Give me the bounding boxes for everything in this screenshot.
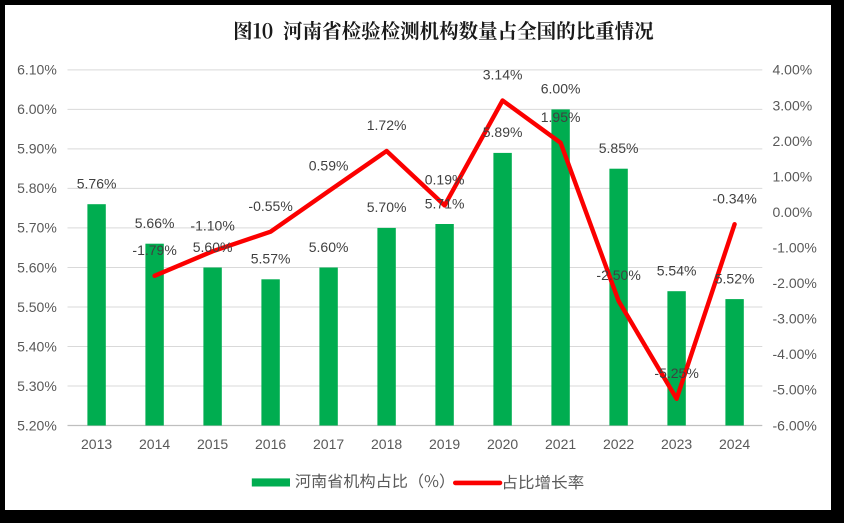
svg-text:-1.10%: -1.10% bbox=[190, 217, 234, 233]
svg-text:2024: 2024 bbox=[719, 436, 750, 452]
svg-text:5.70%: 5.70% bbox=[367, 199, 407, 215]
svg-text:6.00%: 6.00% bbox=[17, 101, 57, 117]
svg-text:5.89%: 5.89% bbox=[483, 124, 523, 140]
svg-text:2020: 2020 bbox=[487, 436, 518, 452]
svg-text:2016: 2016 bbox=[255, 436, 286, 452]
svg-text:-0.55%: -0.55% bbox=[248, 198, 292, 214]
svg-text:3.00%: 3.00% bbox=[773, 97, 813, 113]
svg-text:0.00%: 0.00% bbox=[773, 204, 813, 220]
svg-text:-1.00%: -1.00% bbox=[773, 240, 817, 256]
svg-text:5.52%: 5.52% bbox=[715, 270, 755, 286]
svg-text:6.10%: 6.10% bbox=[17, 62, 57, 78]
svg-text:-3.00%: -3.00% bbox=[773, 311, 817, 327]
svg-text:-5.25%: -5.25% bbox=[654, 365, 698, 381]
svg-text:2023: 2023 bbox=[661, 436, 692, 452]
svg-text:1.95%: 1.95% bbox=[541, 109, 581, 125]
svg-text:5.40%: 5.40% bbox=[17, 338, 57, 354]
svg-text:5.71%: 5.71% bbox=[425, 195, 465, 211]
svg-text:2022: 2022 bbox=[603, 436, 634, 452]
svg-text:0.59%: 0.59% bbox=[309, 157, 349, 173]
svg-text:5.80%: 5.80% bbox=[17, 180, 57, 196]
svg-text:6.00%: 6.00% bbox=[541, 81, 581, 97]
svg-text:5.57%: 5.57% bbox=[251, 251, 291, 267]
svg-text:-6.00%: -6.00% bbox=[773, 417, 817, 433]
svg-text:1.00%: 1.00% bbox=[773, 168, 813, 184]
svg-text:5.20%: 5.20% bbox=[17, 417, 57, 433]
svg-text:5.60%: 5.60% bbox=[309, 239, 349, 255]
svg-text:-2.00%: -2.00% bbox=[773, 275, 817, 291]
svg-text:0.19%: 0.19% bbox=[425, 172, 465, 188]
svg-text:5.30%: 5.30% bbox=[17, 378, 57, 394]
svg-text:5.76%: 5.76% bbox=[77, 176, 117, 192]
svg-text:2017: 2017 bbox=[313, 436, 344, 452]
svg-text:5.60%: 5.60% bbox=[193, 239, 233, 255]
svg-text:5.54%: 5.54% bbox=[657, 263, 697, 279]
svg-text:2014: 2014 bbox=[139, 436, 170, 452]
svg-text:-4.00%: -4.00% bbox=[773, 346, 817, 362]
svg-text:5.60%: 5.60% bbox=[17, 259, 57, 275]
svg-text:5.85%: 5.85% bbox=[599, 140, 639, 156]
svg-text:2019: 2019 bbox=[429, 436, 460, 452]
svg-text:5.70%: 5.70% bbox=[17, 220, 57, 236]
svg-text:2.00%: 2.00% bbox=[773, 133, 813, 149]
svg-text:-5.00%: -5.00% bbox=[773, 382, 817, 398]
svg-text:2018: 2018 bbox=[371, 436, 402, 452]
svg-text:-0.34%: -0.34% bbox=[712, 190, 756, 206]
svg-text:4.00%: 4.00% bbox=[773, 62, 813, 78]
svg-text:2013: 2013 bbox=[81, 436, 112, 452]
svg-text:5.90%: 5.90% bbox=[17, 141, 57, 157]
svg-text:3.14%: 3.14% bbox=[483, 67, 523, 83]
svg-text:5.50%: 5.50% bbox=[17, 299, 57, 315]
svg-text:2021: 2021 bbox=[545, 436, 576, 452]
svg-text:1.72%: 1.72% bbox=[367, 117, 407, 133]
svg-text:5.66%: 5.66% bbox=[135, 215, 175, 231]
svg-text:2015: 2015 bbox=[197, 436, 228, 452]
svg-text:-1.79%: -1.79% bbox=[132, 242, 176, 258]
svg-text:-2.50%: -2.50% bbox=[596, 267, 640, 283]
